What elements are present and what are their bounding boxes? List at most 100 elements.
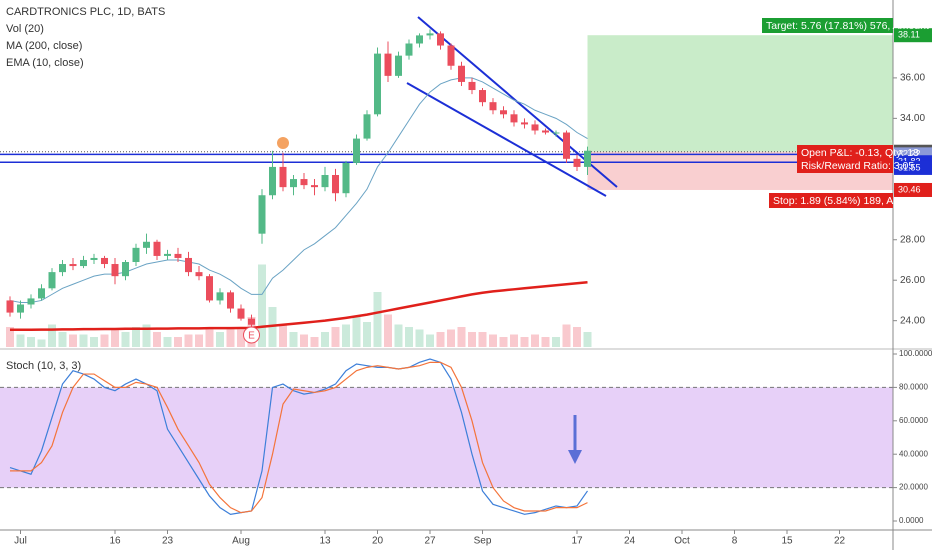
candle-body — [510, 114, 518, 123]
volume-bar — [142, 324, 151, 347]
x-tick-label: 22 — [834, 536, 846, 547]
candle-body — [290, 179, 297, 188]
volume-bar — [69, 334, 77, 347]
y-tick-label: 28.00 — [900, 234, 925, 245]
stoch-tick-label: 100.0000 — [899, 349, 932, 358]
volume-bar — [394, 324, 403, 347]
candle-body — [69, 264, 77, 267]
volume-bar — [520, 337, 529, 347]
candle-body — [174, 253, 182, 258]
x-tick-label: Aug — [232, 536, 250, 547]
candle-body — [384, 53, 392, 76]
candle-body — [342, 162, 350, 194]
x-tick-label: 16 — [109, 536, 121, 547]
candle-body — [552, 132, 560, 134]
candle-body — [573, 158, 581, 167]
volume-bar — [331, 327, 340, 347]
candle-body — [584, 150, 591, 167]
stoch_k-line — [9, 358, 588, 515]
candle-body — [542, 130, 549, 133]
x-tick-label: 13 — [319, 536, 331, 547]
candle-body — [489, 102, 497, 111]
volume-bar — [300, 334, 308, 347]
legend-vol: Vol (20) — [6, 23, 44, 35]
volume-bar — [384, 314, 392, 347]
candle-body — [405, 43, 413, 56]
earnings-marker — [243, 326, 260, 344]
stoch-band — [0, 387, 893, 488]
y-tick-label: 36.00 — [900, 73, 925, 84]
earnings-label: E — [248, 331, 255, 342]
x-tick-label: 23 — [162, 536, 174, 547]
pnl-label — [797, 145, 893, 160]
volume-bar — [153, 332, 161, 347]
price-tag — [894, 160, 932, 175]
candle-body — [447, 45, 455, 66]
stoch-tick-label: 60.0000 — [899, 416, 928, 425]
volume-bar — [121, 332, 130, 347]
stoch-tick-label: 0.0000 — [899, 516, 924, 525]
candle-body — [458, 65, 465, 82]
volume-bar — [279, 324, 287, 347]
volume-bar — [6, 327, 14, 347]
candle-body — [521, 122, 528, 125]
ratio-label-text: Risk/Reward Ratio: 3.05 — [801, 160, 914, 172]
candle-body — [206, 276, 213, 301]
volume-bar — [478, 332, 487, 347]
candle-body — [27, 298, 35, 305]
candle-body — [563, 132, 570, 159]
volume-bar — [16, 334, 25, 347]
volume-bar — [468, 332, 476, 347]
volume-bar — [48, 324, 56, 347]
volume-bar — [216, 332, 224, 347]
candle-body — [269, 166, 276, 196]
candle-body — [122, 262, 129, 277]
candle-body — [363, 114, 371, 139]
candle-body — [248, 318, 255, 325]
price-tag-label: 32.22 — [898, 149, 921, 159]
candle-body — [258, 195, 266, 234]
candle-body — [374, 53, 381, 115]
volume-bar — [352, 317, 361, 347]
candle-body — [332, 175, 339, 194]
legend-symbol: CARDTRONICS PLC, 1D, BATS — [6, 6, 165, 18]
candle-body — [153, 241, 161, 256]
volume-bar — [111, 329, 119, 347]
volume-bar — [258, 264, 266, 347]
volume-bar — [205, 329, 214, 347]
volume-bar — [268, 307, 277, 347]
y-tick-label: 34.00 — [900, 113, 925, 124]
volume-bar — [90, 337, 98, 347]
volume-bar — [321, 332, 329, 347]
volume-bar — [583, 332, 592, 347]
volume-bar — [499, 337, 508, 347]
x-tick-label: 27 — [424, 536, 436, 547]
candle-body — [38, 288, 45, 299]
volume-bar — [310, 337, 319, 347]
volume-bar — [415, 329, 424, 347]
target-tag-label: 38.11 — [898, 30, 920, 40]
trendline — [406, 82, 607, 197]
candle-body — [80, 259, 87, 267]
legend-ema: EMA (10, close) — [6, 57, 84, 69]
stoch-tick-label: 80.0000 — [899, 383, 928, 392]
candle-body — [416, 35, 423, 44]
x-tick-label: 8 — [732, 536, 738, 547]
volume-bar — [79, 334, 88, 347]
candle-body — [437, 33, 444, 46]
ema10-line — [9, 77, 588, 303]
candle-body — [132, 247, 140, 263]
volume-bar — [426, 334, 434, 347]
candle-body — [216, 292, 224, 301]
volume-bar — [27, 337, 35, 347]
arrow-head — [568, 450, 582, 464]
candle-body — [321, 175, 329, 188]
stoch-tick-label: 40.0000 — [899, 449, 928, 458]
x-tick-label: Jul — [14, 536, 27, 547]
volume-bar — [405, 327, 413, 347]
stop-label — [769, 193, 893, 208]
candle-body — [353, 138, 360, 163]
x-tick-label: 20 — [372, 536, 384, 547]
candle-body — [185, 257, 192, 273]
